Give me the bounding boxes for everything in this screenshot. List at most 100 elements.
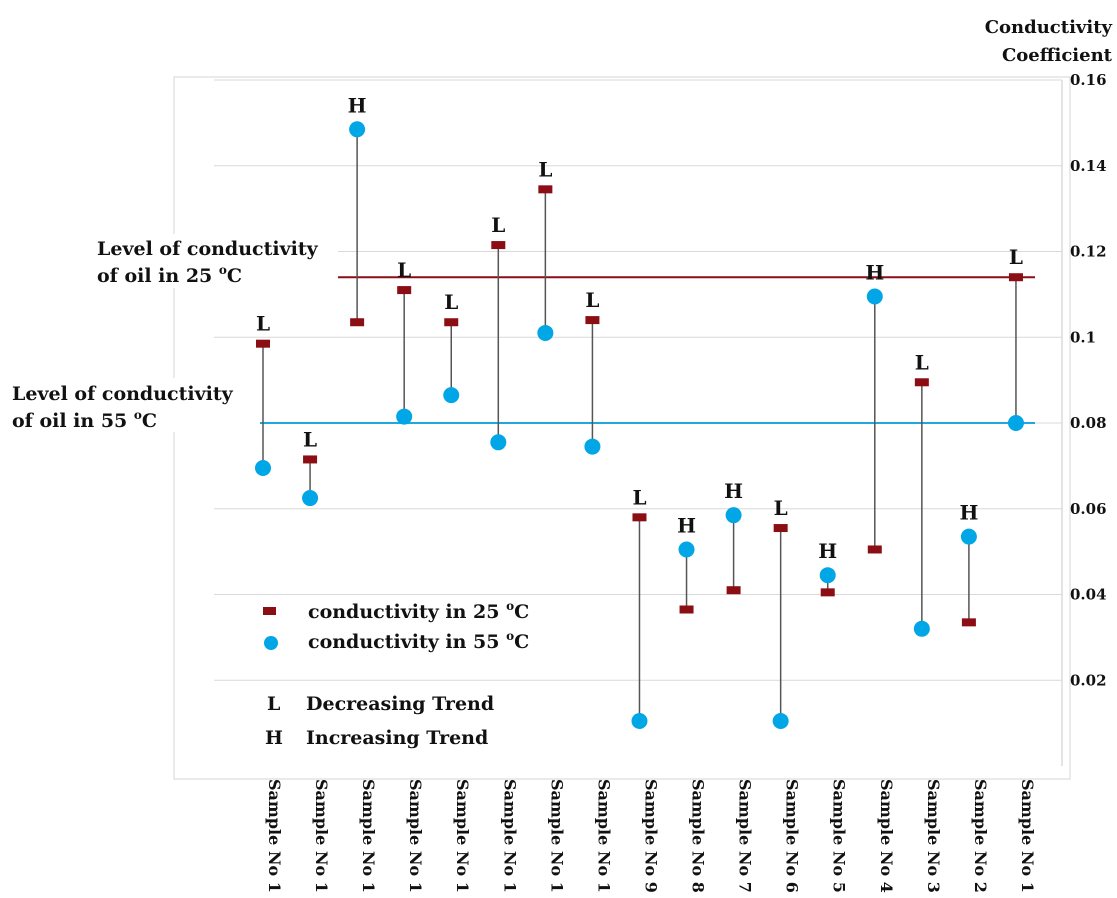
reference-label-25: Level of conductivity of oil in 25 oC (92, 234, 338, 288)
marker-55c (678, 541, 695, 558)
y-tick-label: 0.1 (1070, 328, 1096, 346)
y-tick-label: 0.12 (1070, 243, 1107, 261)
x-tick-label: Sample No 3 (924, 779, 943, 893)
trend-label: L (915, 350, 929, 374)
x-tick-label: Sample No 9 (641, 779, 660, 893)
y-tick-label: 0.16 (1070, 71, 1107, 89)
marker-55c (772, 712, 789, 729)
x-tick-label: Sample No 13 (453, 779, 472, 893)
trend-label: L (444, 290, 458, 314)
trend-label: L (397, 258, 411, 282)
legend-marker-55c (264, 636, 278, 650)
x-tick-label: Sample No 6 (783, 779, 802, 893)
marker-55c (725, 507, 742, 524)
reference-label-25-line1: Level of conductivity (97, 238, 319, 260)
marker-55c (584, 438, 601, 455)
trend-label: L (491, 213, 505, 237)
trend-label: L (538, 157, 552, 181)
x-tick-label: Sample No 5 (830, 779, 849, 893)
trend-label: L (303, 427, 317, 451)
marker-25c (914, 378, 929, 387)
legend-key-h-text: Increasing Trend (306, 727, 488, 749)
reference-label-25-bg (92, 234, 338, 288)
x-tick-label: Sample No 2 (971, 779, 990, 893)
marker-25c (632, 513, 647, 522)
x-tick-label: Sample No 8 (689, 779, 708, 893)
marker-25c (444, 318, 459, 327)
marker-25c (820, 588, 835, 597)
x-tick-label: Sample No 10 (594, 779, 613, 893)
legend-key-l-symbol: L (267, 693, 280, 715)
marker-25c (726, 586, 741, 595)
y-tick-label: 0.14 (1070, 157, 1107, 175)
x-tick-label: Sample No 16 (312, 779, 331, 893)
y-tick-label: 0.08 (1070, 414, 1107, 432)
marker-25c (867, 545, 882, 554)
x-tick-label: Sample No 1 (1018, 779, 1037, 893)
legend-marker-25c (263, 607, 276, 615)
trend-label: H (959, 501, 978, 525)
series-55c-markers (255, 121, 1024, 729)
trend-label: L (585, 288, 599, 312)
y-tick-label: 0.06 (1070, 500, 1107, 518)
marker-25c (303, 455, 318, 464)
marker-25c (491, 241, 506, 250)
reference-label-55-line1: Level of conductivity (12, 383, 234, 405)
marker-55c (1007, 415, 1024, 431)
trend-label: L (632, 485, 646, 509)
reference-label-55-line2: of oil in 55 oC (12, 408, 157, 432)
reference-label-25-line2: of oil in 25 oC (97, 263, 242, 287)
trend-label: H (677, 513, 696, 537)
marker-55c (302, 490, 319, 507)
marker-55c (490, 434, 507, 451)
marker-25c (585, 316, 600, 325)
marker-25c (538, 185, 553, 194)
marker-55c (396, 408, 413, 425)
trend-label: L (1009, 245, 1023, 269)
x-tick-label: Sample No 15 (359, 779, 378, 893)
x-tick-label: Sample No 7 (736, 779, 755, 893)
marker-55c (631, 712, 648, 729)
marker-55c (443, 387, 460, 404)
trend-label: H (348, 93, 367, 117)
reference-label-55-bg (8, 378, 260, 432)
marker-25c (679, 605, 694, 614)
legend-key-h-symbol: H (265, 727, 283, 749)
marker-55c (255, 460, 271, 477)
reference-label-55: Level of conductivity of oil in 55 oC (8, 378, 260, 432)
marker-55c (819, 567, 836, 584)
trend-label: L (256, 312, 270, 336)
legend: conductivity in 25 oC conductivity in 55… (263, 599, 529, 749)
y-tick-label: 0.04 (1070, 586, 1107, 604)
grid-layer (214, 79, 1062, 681)
trend-label: H (865, 261, 884, 285)
marker-55c (537, 324, 554, 341)
marker-55c (349, 121, 366, 138)
marker-55c (913, 620, 930, 637)
legend-label-25c: conductivity in 25 oC (308, 599, 529, 623)
x-tick-label: Sample No 4 (877, 779, 896, 893)
y-tick-labels: 0.16 0.14 0.12 0.1 0.08 0.06 0.04 0.02 (1070, 71, 1107, 689)
trend-labels: L L H L L L L L L H H L H H L H L (256, 93, 1023, 563)
marker-25c (256, 339, 270, 348)
y-axis-title-line2: Coefficient (1002, 45, 1113, 66)
series-25c-markers (256, 185, 1023, 627)
y-axis-title-line1: Conductivity (985, 17, 1113, 38)
y-tick-label: 0.02 (1070, 671, 1107, 689)
trend-label: H (818, 539, 837, 563)
legend-label-55c: conductivity in 55 oC (308, 629, 529, 653)
x-tick-label: Sample No 14 (406, 779, 425, 893)
trend-label: L (774, 496, 788, 520)
marker-55c (866, 288, 883, 305)
marker-25c (1008, 273, 1023, 282)
x-tick-label: Sample No 17 (265, 779, 284, 893)
marker-25c (961, 618, 976, 627)
marker-55c (960, 528, 977, 545)
marker-25c (397, 286, 412, 295)
x-tick-labels: Sample No 17 Sample No 16 Sample No 15 Samp… (265, 779, 1037, 898)
marker-25c (350, 318, 365, 327)
marker-25c (773, 524, 788, 533)
x-tick-label: Sample No 12 (500, 779, 519, 893)
